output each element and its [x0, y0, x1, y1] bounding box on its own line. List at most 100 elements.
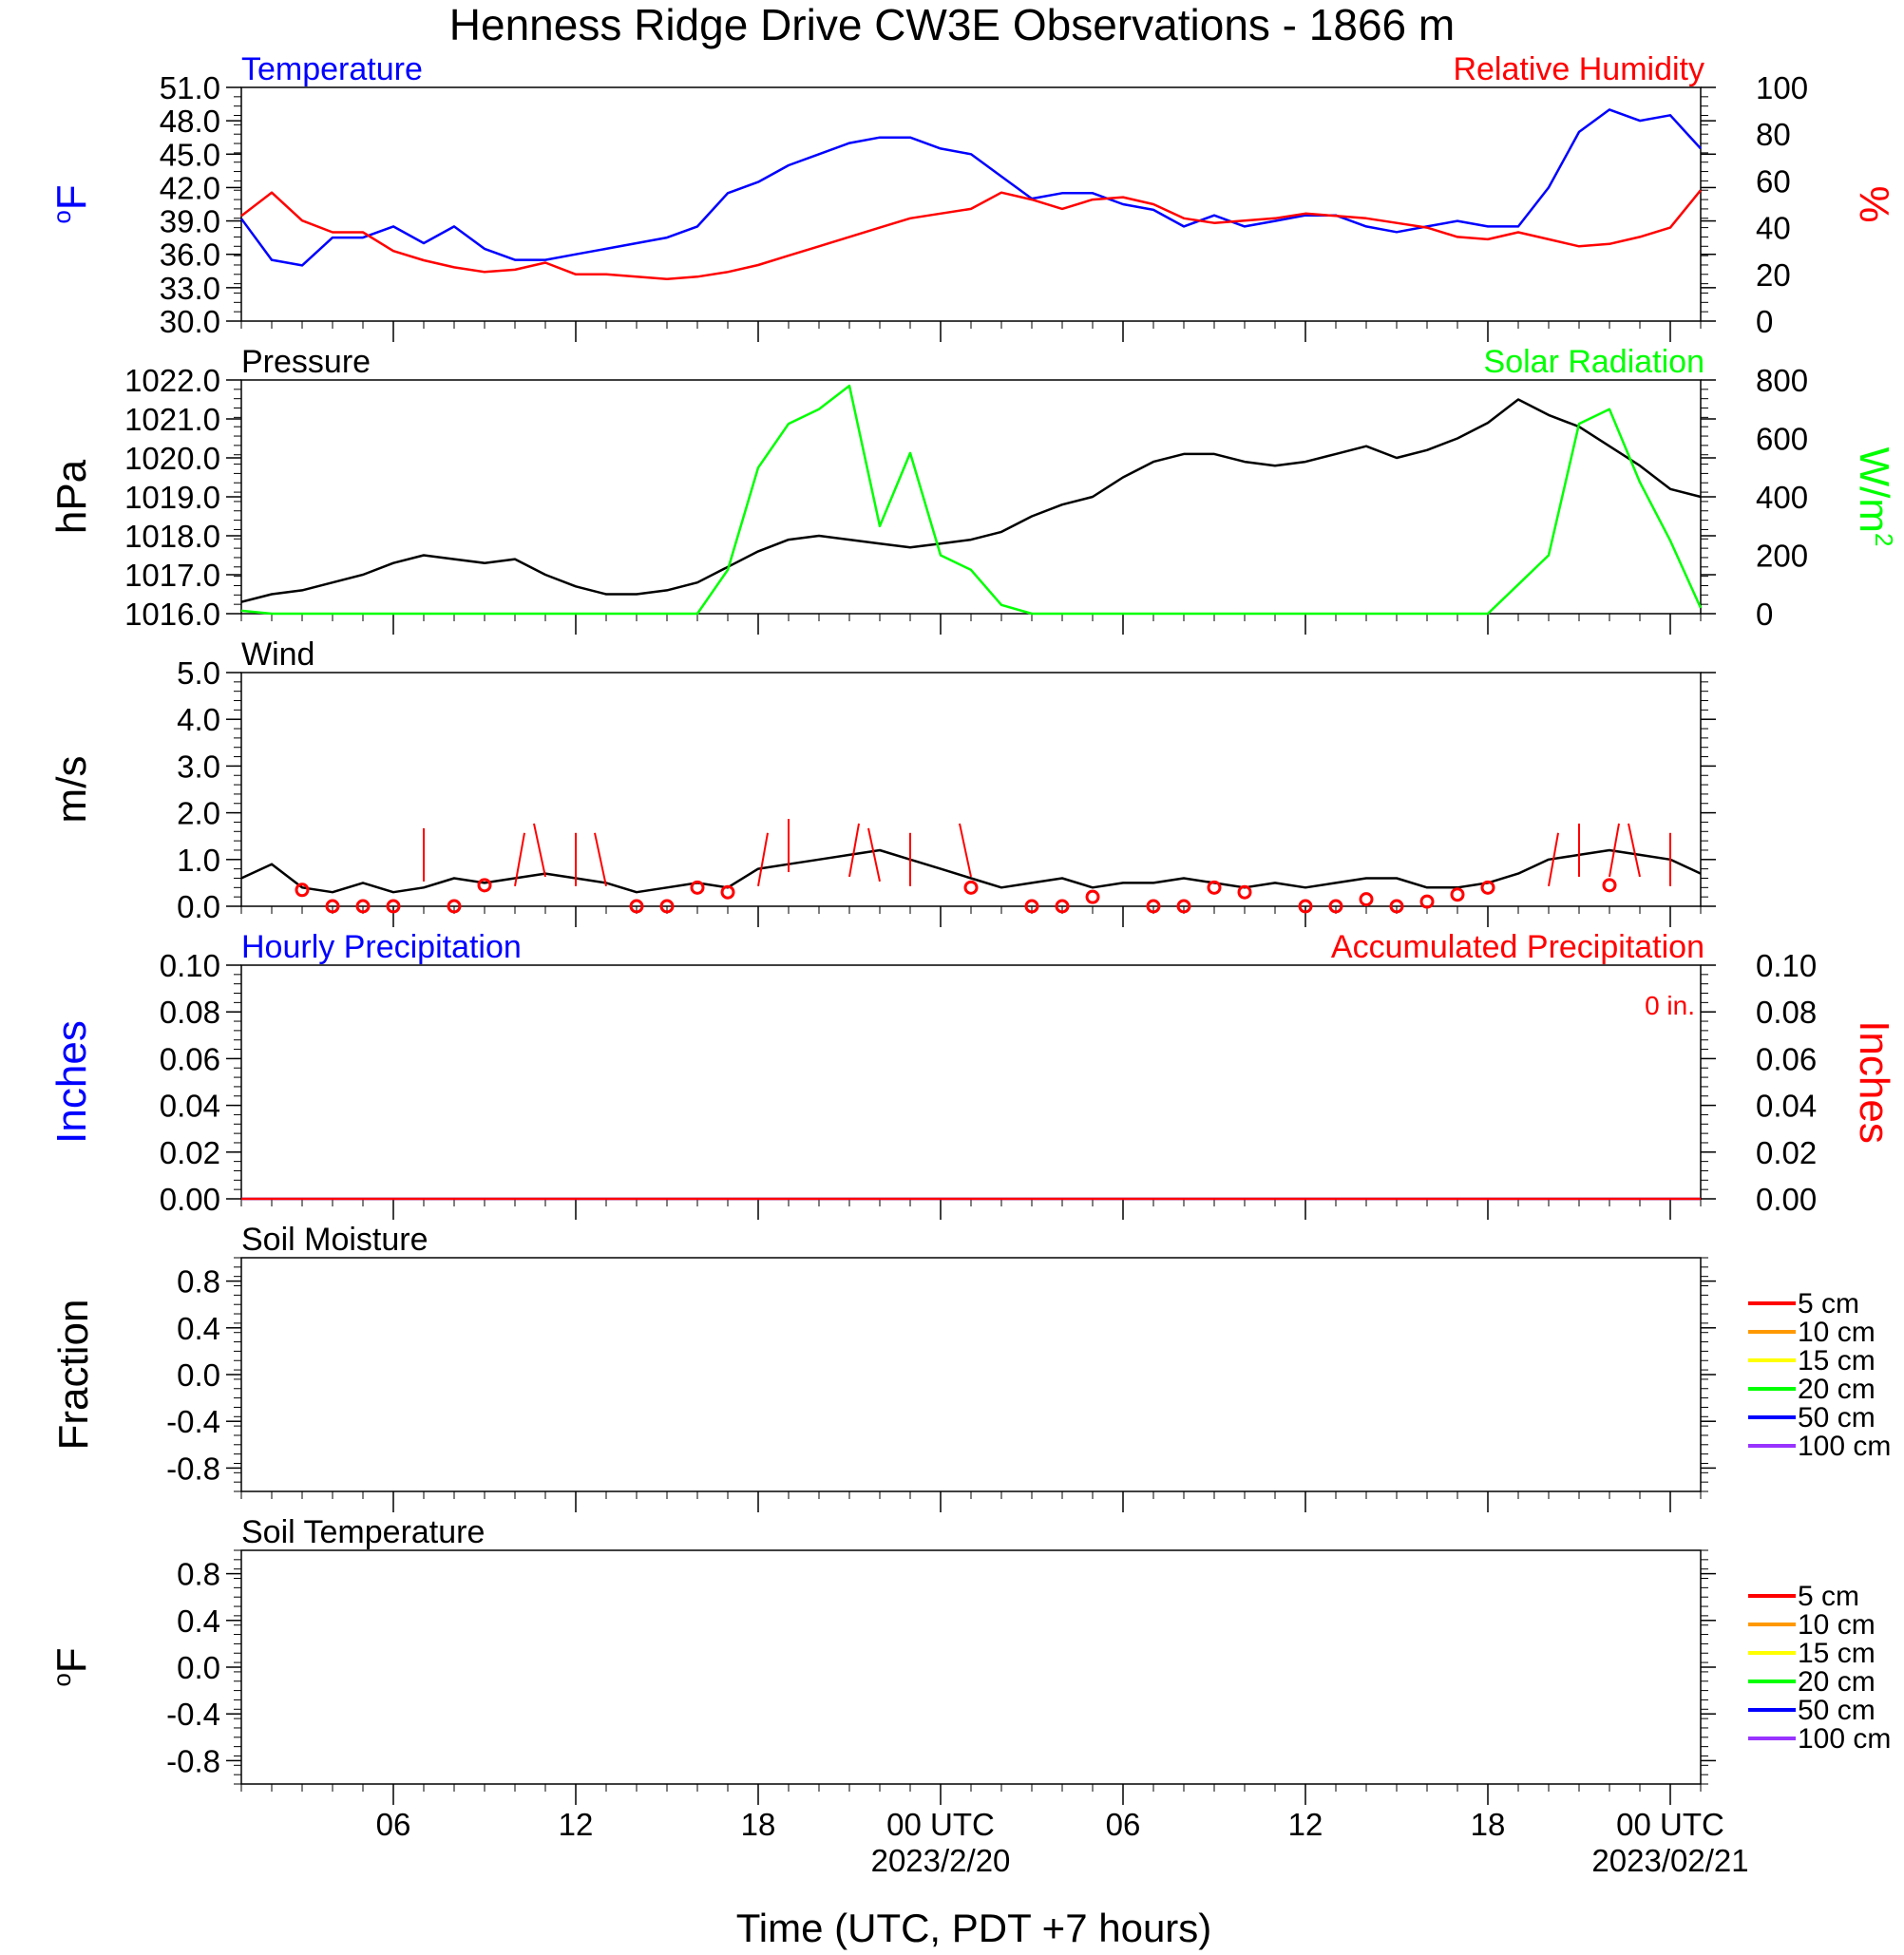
wind-calm-marker	[690, 880, 705, 895]
plot-frame	[240, 379, 1702, 615]
legend-label: 100 cm	[1798, 1431, 1891, 1462]
precipitation-panel: Hourly Precipitation Accumulated Precipit…	[48, 929, 1897, 1220]
wind-barb	[959, 823, 972, 878]
x-tick-label: 18	[741, 1807, 776, 1842]
x-tick-label: 12	[559, 1807, 594, 1842]
panel-right-title: Solar Radiation	[1484, 344, 1704, 380]
series-line-pressure	[240, 398, 1702, 603]
wind-barb	[867, 827, 881, 883]
wind-calm-marker	[963, 880, 979, 895]
y-tick-label-left: 1021.0	[124, 402, 220, 437]
y-tick-label-right: 0.08	[1756, 995, 1817, 1030]
panel-left-title: Pressure	[241, 344, 371, 380]
legend-label: 20 cm	[1798, 1374, 1875, 1405]
y-tick-label-left: 0.0	[177, 889, 220, 924]
y-tick-label-right: 600	[1756, 422, 1808, 457]
soil-moisture-panel: Soil Moisture 0.8 0.4 0.0 -0.4 -0.8 Fraction 5 …	[50, 1222, 1891, 1512]
y-tick-label-left: 1019.0	[124, 480, 220, 515]
legend-label: 50 cm	[1798, 1402, 1875, 1433]
y-tick-label-left: 0.8	[177, 1264, 220, 1300]
y-tick-label-right: 40	[1756, 211, 1791, 246]
x-axis-title: Time (UTC, PDT +7 hours)	[736, 1906, 1212, 1950]
y-axis-title-left: hPa	[48, 459, 95, 534]
y-tick-label-left: 0.10	[160, 948, 220, 983]
y-tick-label-right: 0.04	[1756, 1089, 1817, 1124]
y-tick-label-left: 0.04	[160, 1089, 220, 1124]
y-tick-label-left: 4.0	[177, 702, 220, 737]
wind-calm-marker	[1298, 899, 1313, 914]
y-tick-label-left: 0.8	[177, 1557, 220, 1592]
wind-calm-marker	[1328, 899, 1343, 914]
panel-left-title: Wind	[241, 636, 314, 673]
legend-label: 20 cm	[1798, 1666, 1875, 1698]
y-tick-label-left: 39.0	[160, 204, 220, 239]
wind-calm-marker	[1207, 880, 1222, 895]
y-tick-label-left: 45.0	[160, 137, 220, 172]
wind-calm-marker	[659, 899, 675, 914]
temperature-rh-panel: Temperature Relative Humidity 51.048.045.0…	[48, 51, 1897, 342]
panel-annotation: 0 in.	[1645, 991, 1695, 1020]
panel-left-title: Soil Temperature	[241, 1514, 485, 1550]
wind-barb	[1628, 823, 1641, 878]
x-tick-label: 06	[1106, 1807, 1141, 1842]
y-axis-title-left: oF	[48, 1647, 95, 1686]
y-axis-title-right: Inches	[1851, 1020, 1897, 1144]
y-tick-label-left: 1020.0	[124, 441, 220, 476]
plot-frame	[240, 86, 1702, 322]
x-date-label: 2023/2/20	[871, 1843, 1011, 1878]
y-tick-label-left: -0.4	[166, 1697, 220, 1732]
y-tick-label-left: 1022.0	[124, 363, 220, 398]
legend-label: 10 cm	[1798, 1609, 1875, 1641]
y-tick-label-left: 0.00	[160, 1182, 220, 1217]
wind-calm-marker	[720, 884, 735, 900]
wind-calm-marker	[325, 899, 340, 914]
wind-calm-marker	[1359, 892, 1374, 907]
y-tick-label-left: 5.0	[177, 655, 220, 691]
y-tick-label-left: 33.0	[160, 271, 220, 306]
x-tick-label: 18	[1471, 1807, 1506, 1842]
y-tick-label-right: 100	[1756, 70, 1808, 105]
panel-right-title: Relative Humidity	[1453, 51, 1704, 87]
legend-label: 5 cm	[1798, 1581, 1859, 1612]
panel-left-title: Temperature	[241, 51, 423, 87]
series-line-temperature	[239, 108, 1702, 267]
y-tick-label-left: 2.0	[177, 796, 220, 831]
x-tick-label: 06	[376, 1807, 411, 1842]
y-tick-label-left: 0.06	[160, 1041, 220, 1076]
wind-calm-marker	[386, 899, 401, 914]
pressure-solar-panel: Pressure Solar Radiation 1022.0 1021.0 1020.…	[48, 344, 1898, 635]
wind-calm-marker	[1389, 899, 1404, 914]
y-tick-label-left: 51.0	[160, 70, 220, 105]
y-tick-label-right: 800	[1756, 363, 1808, 398]
y-tick-label-left: 0.0	[177, 1650, 220, 1685]
wind-calm-marker	[1176, 899, 1191, 914]
series-line-solar-radiation	[240, 384, 1703, 616]
wind-barb	[514, 832, 525, 886]
wind-calm-marker	[1480, 880, 1495, 895]
y-tick-label-left: 0.02	[160, 1135, 220, 1170]
wind-calm-marker	[447, 899, 462, 914]
y-tick-label-right: 400	[1756, 480, 1808, 515]
panel-left-title: Hourly Precipitation	[241, 929, 522, 965]
y-tick-label-left: 0.4	[177, 1311, 220, 1346]
wind-calm-marker	[355, 899, 371, 914]
y-axis-title-left: oF	[48, 184, 95, 223]
y-tick-label-left: -0.8	[166, 1451, 220, 1486]
wind-calm-marker	[1024, 899, 1039, 914]
wind-barb	[1548, 832, 1559, 886]
y-axis-title-left: Fraction	[50, 1300, 97, 1451]
y-tick-label-right: 0	[1756, 304, 1773, 339]
y-tick-label-right: 0.06	[1756, 1041, 1817, 1076]
y-tick-label-left: 30.0	[160, 304, 220, 339]
wind-panel: Wind 5.0 4.0 3.0 2.0 1.0 0.0 m/s	[48, 636, 1716, 927]
y-tick-label-left: 1017.0	[124, 558, 220, 593]
y-tick-label-left: 36.0	[160, 237, 220, 273]
x-tick-label: 00 UTC	[1616, 1807, 1724, 1842]
y-tick-label-right: 60	[1756, 163, 1791, 199]
wind-calm-marker	[477, 878, 492, 893]
y-tick-label-right: 80	[1756, 117, 1791, 152]
wind-calm-marker	[1146, 899, 1161, 914]
wind-calm-marker	[1237, 884, 1252, 900]
